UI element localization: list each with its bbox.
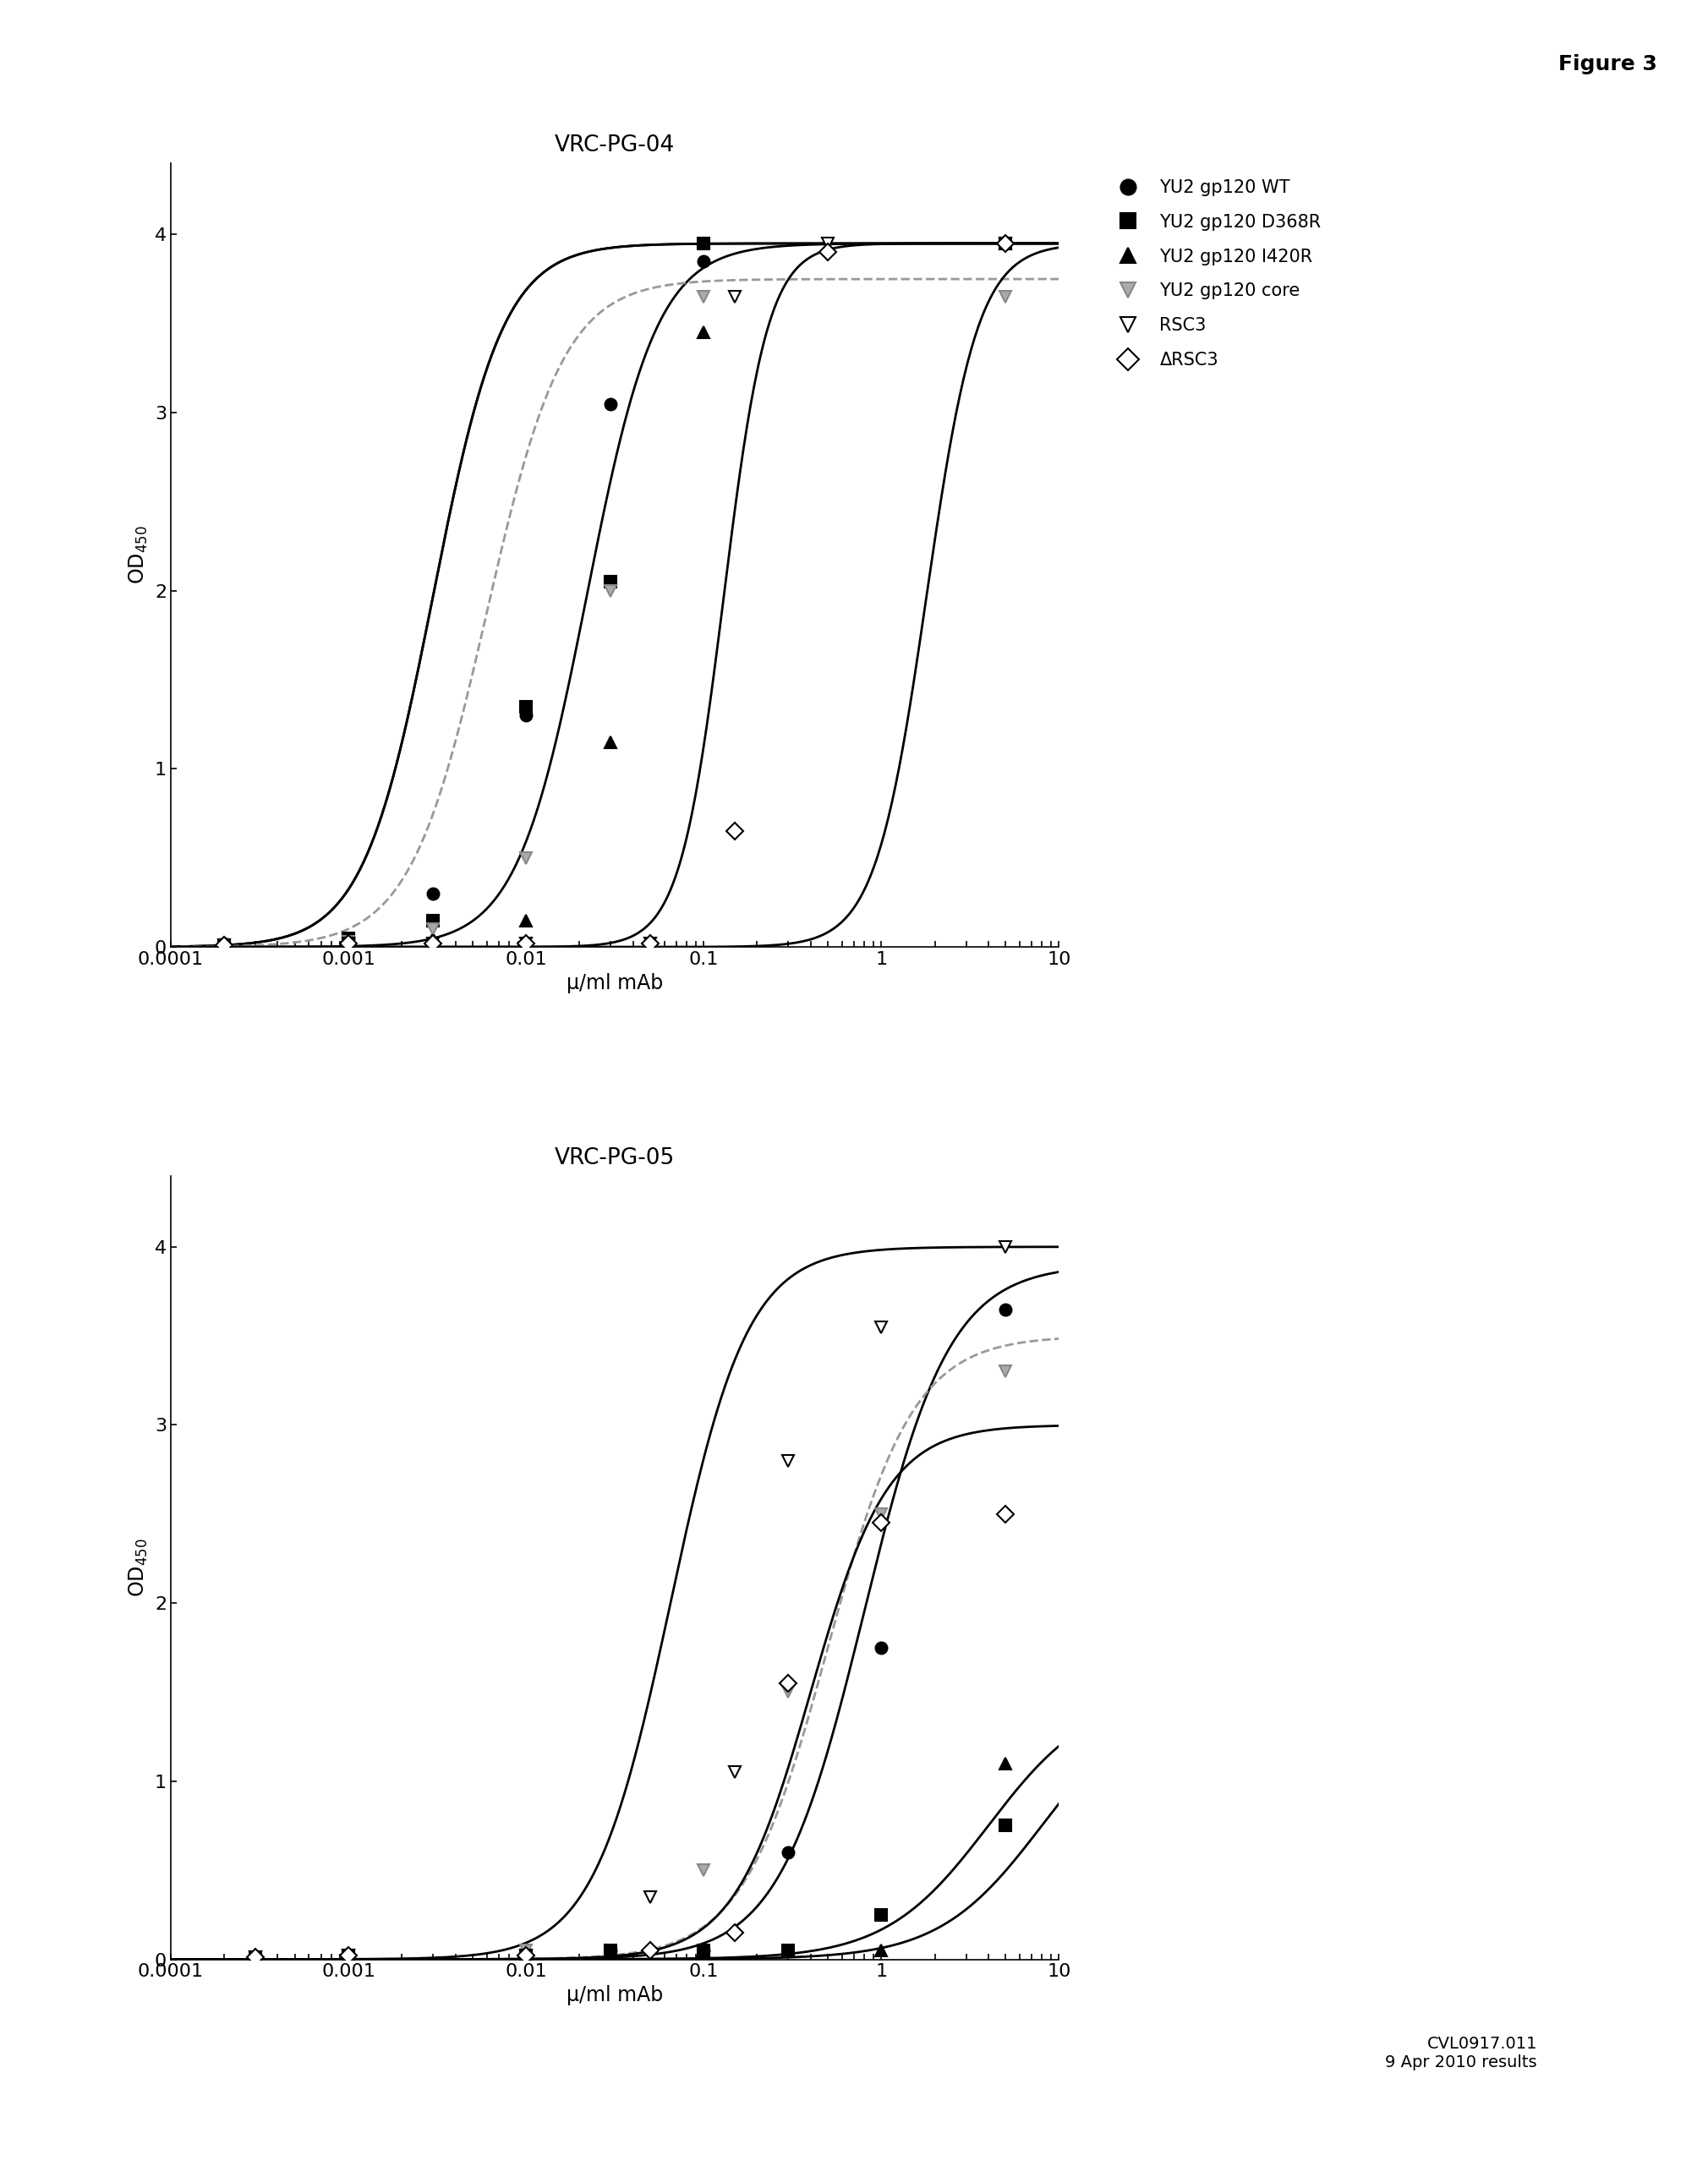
Y-axis label: OD$_{450}$: OD$_{450}$ bbox=[128, 1539, 150, 1596]
Y-axis label: OD$_{450}$: OD$_{450}$ bbox=[128, 527, 150, 583]
X-axis label: μ/ml mAb: μ/ml mAb bbox=[567, 973, 663, 993]
Title: VRC-PG-04: VRC-PG-04 bbox=[555, 135, 675, 157]
Title: VRC-PG-05: VRC-PG-05 bbox=[555, 1147, 675, 1169]
Text: CVL0917.011
9 Apr 2010 results: CVL0917.011 9 Apr 2010 results bbox=[1385, 2035, 1537, 2070]
Text: Figure 3: Figure 3 bbox=[1558, 54, 1657, 74]
X-axis label: μ/ml mAb: μ/ml mAb bbox=[567, 1985, 663, 2005]
Legend: YU2 gp120 WT, YU2 gp120 D368R, YU2 gp120 I420R, YU2 gp120 core, RSC3, ΔRSC3: YU2 gp120 WT, YU2 gp120 D368R, YU2 gp120… bbox=[1103, 172, 1329, 377]
